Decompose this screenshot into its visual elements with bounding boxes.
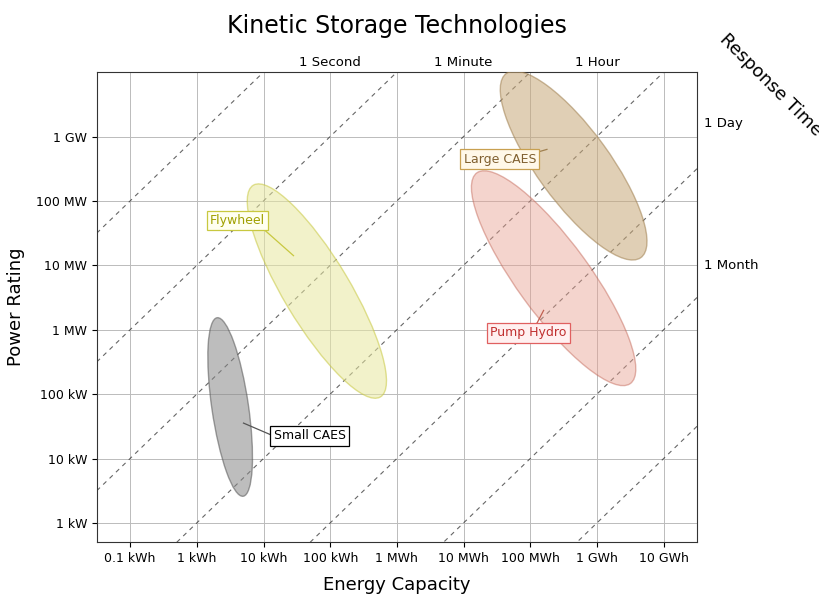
Ellipse shape [207,318,252,496]
Text: 1 Day: 1 Day [703,117,742,130]
X-axis label: Energy Capacity: Energy Capacity [323,576,470,594]
Text: Flywheel: Flywheel [210,214,265,227]
Y-axis label: Power Rating: Power Rating [7,248,25,367]
Ellipse shape [500,71,646,260]
Text: Pump Hydro: Pump Hydro [490,326,566,340]
Ellipse shape [471,171,635,386]
Ellipse shape [247,184,386,398]
Text: 1 Second: 1 Second [299,56,360,69]
Text: 1 Hour: 1 Hour [574,56,618,69]
Text: 1 Month: 1 Month [703,259,758,272]
Text: 1 Minute: 1 Minute [434,56,492,69]
Text: Response Time: Response Time [715,30,819,139]
Text: Small CAES: Small CAES [274,430,345,442]
Text: Large CAES: Large CAES [463,153,536,165]
Title: Kinetic Storage Technologies: Kinetic Storage Technologies [227,14,566,38]
